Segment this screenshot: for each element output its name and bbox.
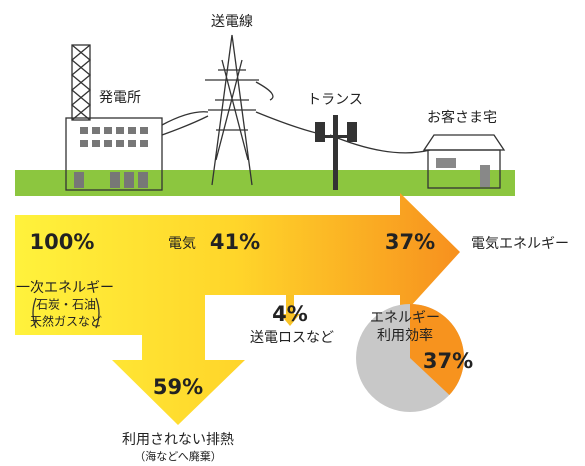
label: 利用効率: [377, 327, 433, 344]
house: [422, 134, 506, 189]
label: 電気: [168, 236, 196, 252]
label: エネルギー: [370, 310, 440, 326]
tower: [161, 34, 431, 186]
label: 利用されない排熱: [122, 432, 234, 448]
label: 送電ロスなど: [250, 330, 334, 346]
label: 発電所: [99, 90, 141, 106]
note: （海などへ廃棄）: [134, 449, 221, 463]
label: お客さま宅: [427, 109, 497, 126]
transformer-pole: [315, 115, 357, 190]
pie-label: 37%: [423, 349, 473, 373]
label: 石炭・石油: [36, 298, 96, 312]
label: トランス: [307, 92, 363, 108]
pie: [356, 303, 465, 412]
value: 100%: [30, 230, 95, 254]
power-plant: [65, 44, 163, 191]
bracket: [32, 297, 100, 329]
loss-arrow: [280, 295, 300, 326]
pie-slice: [410, 303, 465, 395]
value: 59%: [153, 375, 203, 399]
value: 4%: [272, 302, 308, 326]
value: 41%: [210, 230, 260, 254]
label: 送電線: [211, 14, 253, 30]
value: 37%: [385, 230, 435, 254]
label: 電気エネルギー: [471, 236, 569, 252]
ground: [15, 170, 515, 196]
label: 一次エネルギー: [16, 280, 114, 296]
flow-arrow: [15, 193, 460, 425]
label: 天然ガスなど: [30, 314, 102, 329]
